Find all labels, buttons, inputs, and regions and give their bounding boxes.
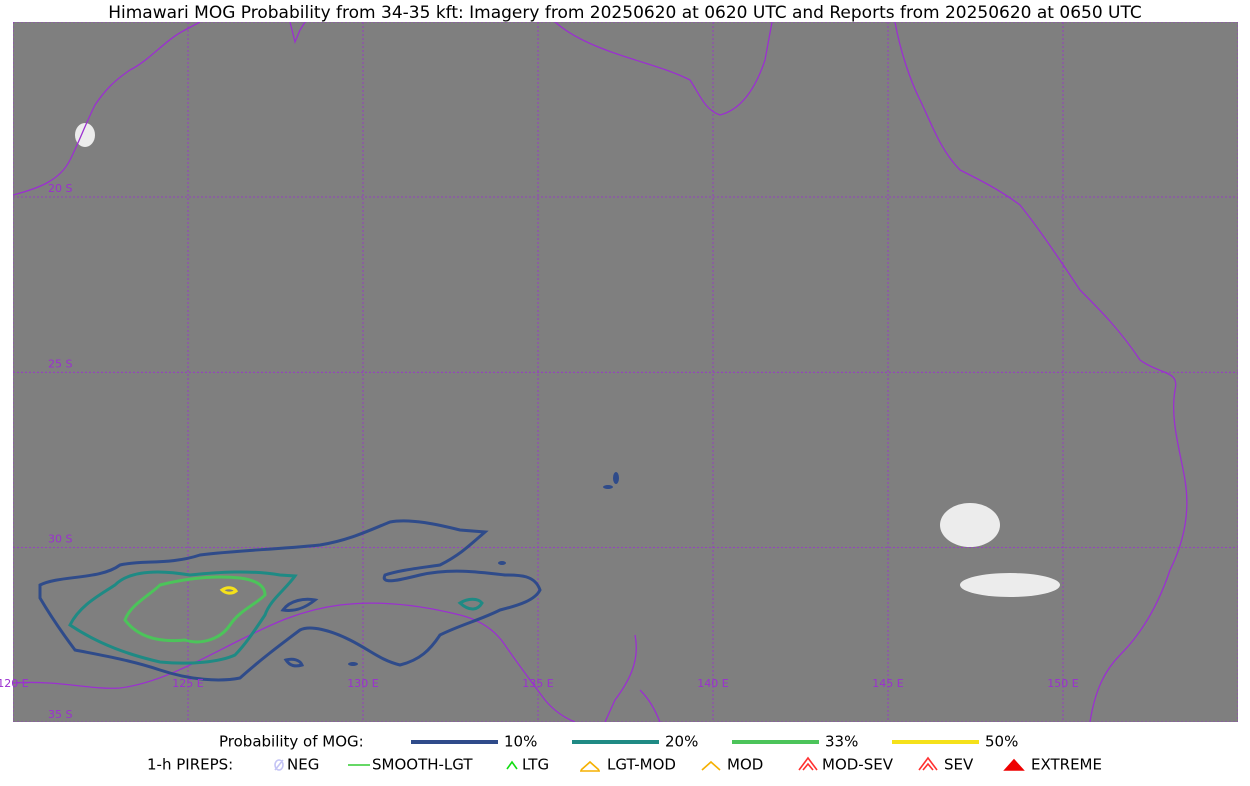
cloud-cluster (75, 123, 1060, 597)
small-features (348, 472, 619, 666)
legend-label: MOD-SEV (822, 756, 894, 774)
lon-label: 120 E (0, 677, 29, 690)
small-contours (280, 597, 319, 668)
legend-label: 50% (985, 733, 1018, 751)
legend-label: MOD (727, 756, 763, 774)
lat-label: 25 S (48, 357, 72, 370)
legend-label: 10% (504, 733, 537, 751)
lon-label: 130 E (347, 677, 378, 690)
lon-label: 135 E (522, 677, 553, 690)
pirep-icon (701, 760, 721, 771)
legend-label: EXTREME (1031, 756, 1102, 774)
map (13, 22, 1238, 722)
lon-label: 140 E (697, 677, 728, 690)
pirep-icon (798, 756, 818, 771)
probability-contours (38, 519, 542, 682)
legend-label: SMOOTH-LGT (372, 756, 473, 774)
legend-label: 33% (825, 733, 858, 751)
coastlines (13, 22, 1188, 722)
lon-label: 145 E (872, 677, 903, 690)
small-contour (457, 597, 484, 611)
lat-label: 20 S (48, 182, 72, 195)
pirep-icon (506, 760, 518, 770)
legend-title: 1-h PIREPS: (147, 756, 233, 774)
legend-label: LTG (522, 756, 549, 774)
legend-label: LGT-MOD (607, 756, 676, 774)
lon-label: 150 E (1047, 677, 1078, 690)
map-labels: 120 E 125 E 130 E 135 E 140 E 145 E 150 E 20 S 2… (0, 182, 1079, 721)
legend-label: SEV (944, 756, 974, 774)
pirep-icon (1003, 758, 1025, 771)
legend-label: NEG (287, 756, 319, 774)
lon-label: 125 E (172, 677, 203, 690)
legend-label: 20% (665, 733, 698, 751)
graticule (13, 22, 1238, 722)
pirep-icon (918, 756, 938, 771)
pirep-icon (580, 760, 600, 772)
lat-label: 30 S (48, 533, 72, 546)
pirep-icon (274, 759, 284, 771)
title: Himawari MOG Probability from 34-35 kft:… (108, 3, 1142, 23)
lat-label: 35 S (48, 708, 72, 721)
legend-title: Probability of MOG: (219, 733, 364, 751)
legend: Probability of MOG: 1-h PIREPS: 10% 20% 33… (147, 733, 1102, 774)
